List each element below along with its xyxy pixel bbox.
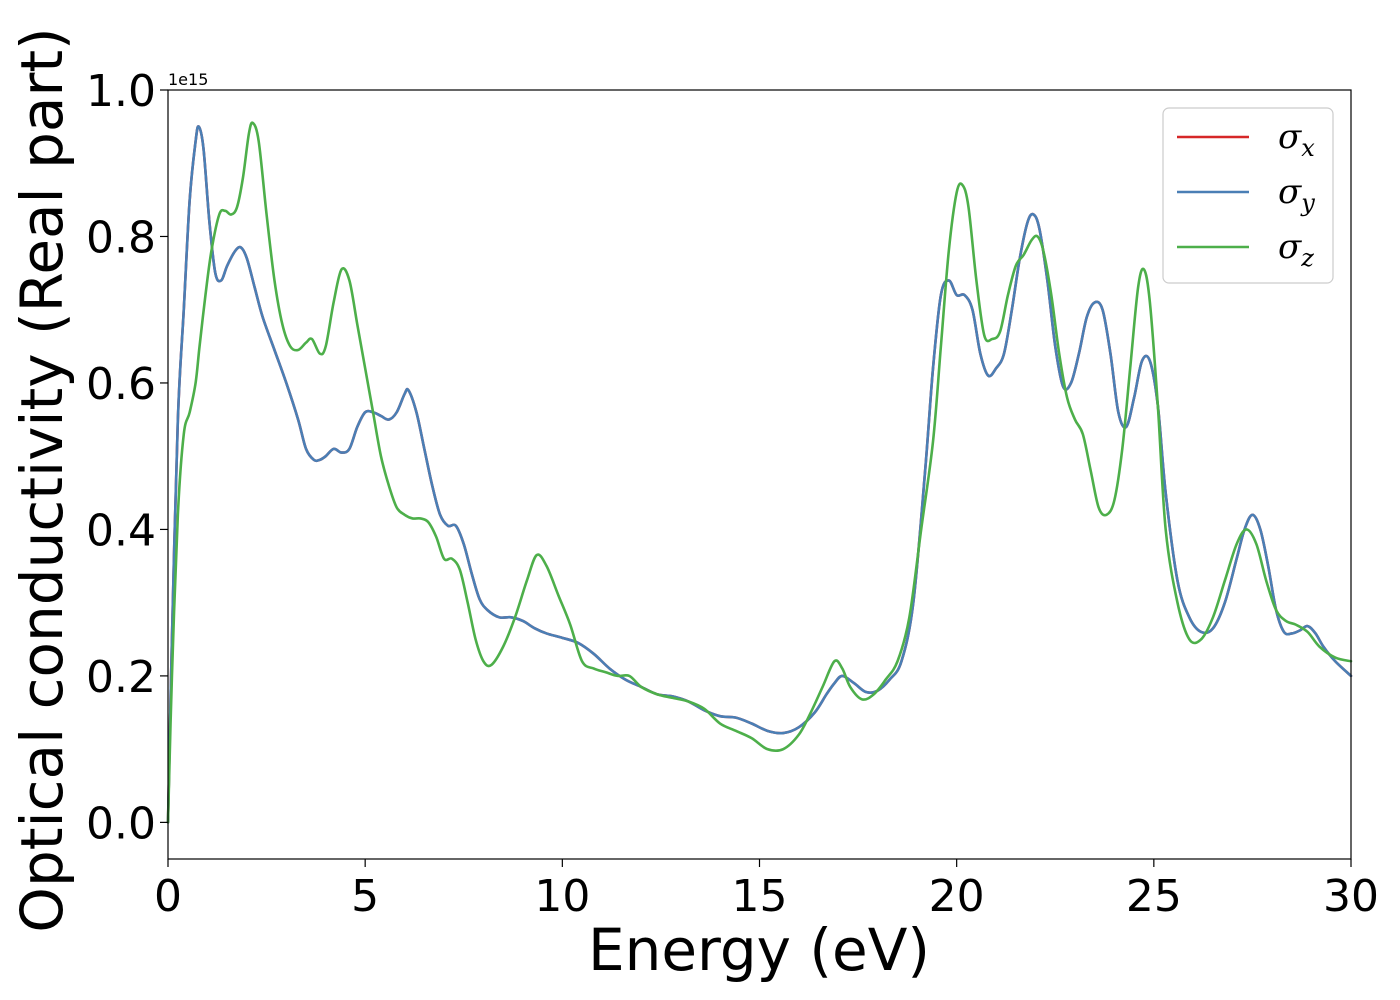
y-axis-title: Optical conductivity (Real part) (8, 27, 76, 932)
y-tick-label: 1.0 (86, 66, 156, 117)
series-line-z (166, 121, 1353, 824)
legend-frame (1162, 107, 1334, 284)
y-tick-label: 0.6 (86, 359, 156, 410)
x-tick-label: 20 (929, 871, 985, 922)
x-tick-label: 0 (154, 871, 182, 922)
y-tick-label: 0.4 (86, 505, 156, 556)
x-tick-label: 25 (1126, 871, 1182, 922)
x-tick-label: 30 (1323, 871, 1379, 922)
y-tick-label: 0.8 (86, 212, 156, 263)
plot-lines (166, 121, 1353, 824)
y-tick-label: 0.0 (86, 798, 156, 849)
y-offset-label: 1e15 (168, 70, 208, 89)
x-tick-label: 5 (351, 871, 379, 922)
x-tick-label: 15 (732, 871, 788, 922)
legend-label-x: σx (1278, 117, 1315, 162)
legend: σx σy σz (1162, 107, 1334, 284)
x-axis-ticks: 0 5 10 15 20 25 30 (154, 859, 1379, 922)
legend-items: σx σy σz (1177, 117, 1315, 272)
series-line-y (166, 125, 1353, 824)
y-tick-label: 0.2 (86, 652, 156, 703)
x-tick-label: 10 (534, 871, 590, 922)
legend-label-y: σy (1278, 172, 1315, 217)
legend-label-z: σz (1278, 227, 1314, 272)
y-axis-ticks: 0.0 0.2 0.4 0.6 0.8 1.0 (86, 66, 168, 849)
x-axis-title: Energy (eV) (588, 916, 930, 984)
